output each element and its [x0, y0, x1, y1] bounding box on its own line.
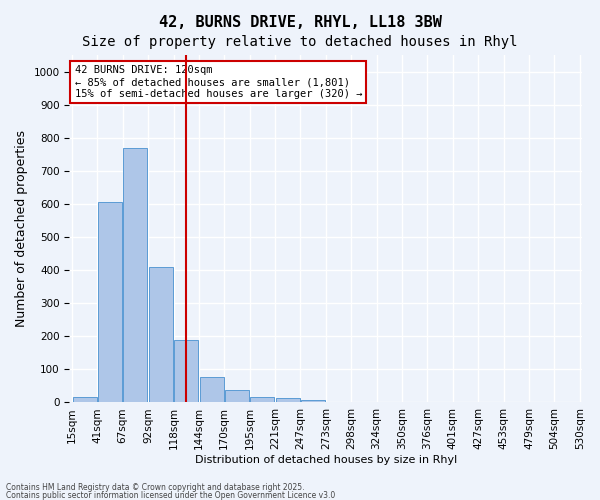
Bar	[276, 398, 300, 402]
Bar	[98, 202, 122, 402]
Bar	[149, 267, 173, 402]
Bar	[124, 148, 148, 402]
Text: 42, BURNS DRIVE, RHYL, LL18 3BW: 42, BURNS DRIVE, RHYL, LL18 3BW	[158, 15, 442, 30]
Y-axis label: Number of detached properties: Number of detached properties	[15, 130, 28, 327]
Bar	[301, 400, 325, 402]
Text: 42 BURNS DRIVE: 120sqm
← 85% of detached houses are smaller (1,801)
15% of semi-: 42 BURNS DRIVE: 120sqm ← 85% of detached…	[74, 66, 362, 98]
Text: Contains public sector information licensed under the Open Government Licence v3: Contains public sector information licen…	[6, 490, 335, 500]
Text: Size of property relative to detached houses in Rhyl: Size of property relative to detached ho…	[82, 35, 518, 49]
Bar	[73, 398, 97, 402]
Bar	[174, 340, 198, 402]
Bar	[200, 376, 224, 402]
X-axis label: Distribution of detached houses by size in Rhyl: Distribution of detached houses by size …	[195, 455, 457, 465]
Text: Contains HM Land Registry data © Crown copyright and database right 2025.: Contains HM Land Registry data © Crown c…	[6, 483, 305, 492]
Bar	[250, 396, 274, 402]
Bar	[225, 390, 249, 402]
